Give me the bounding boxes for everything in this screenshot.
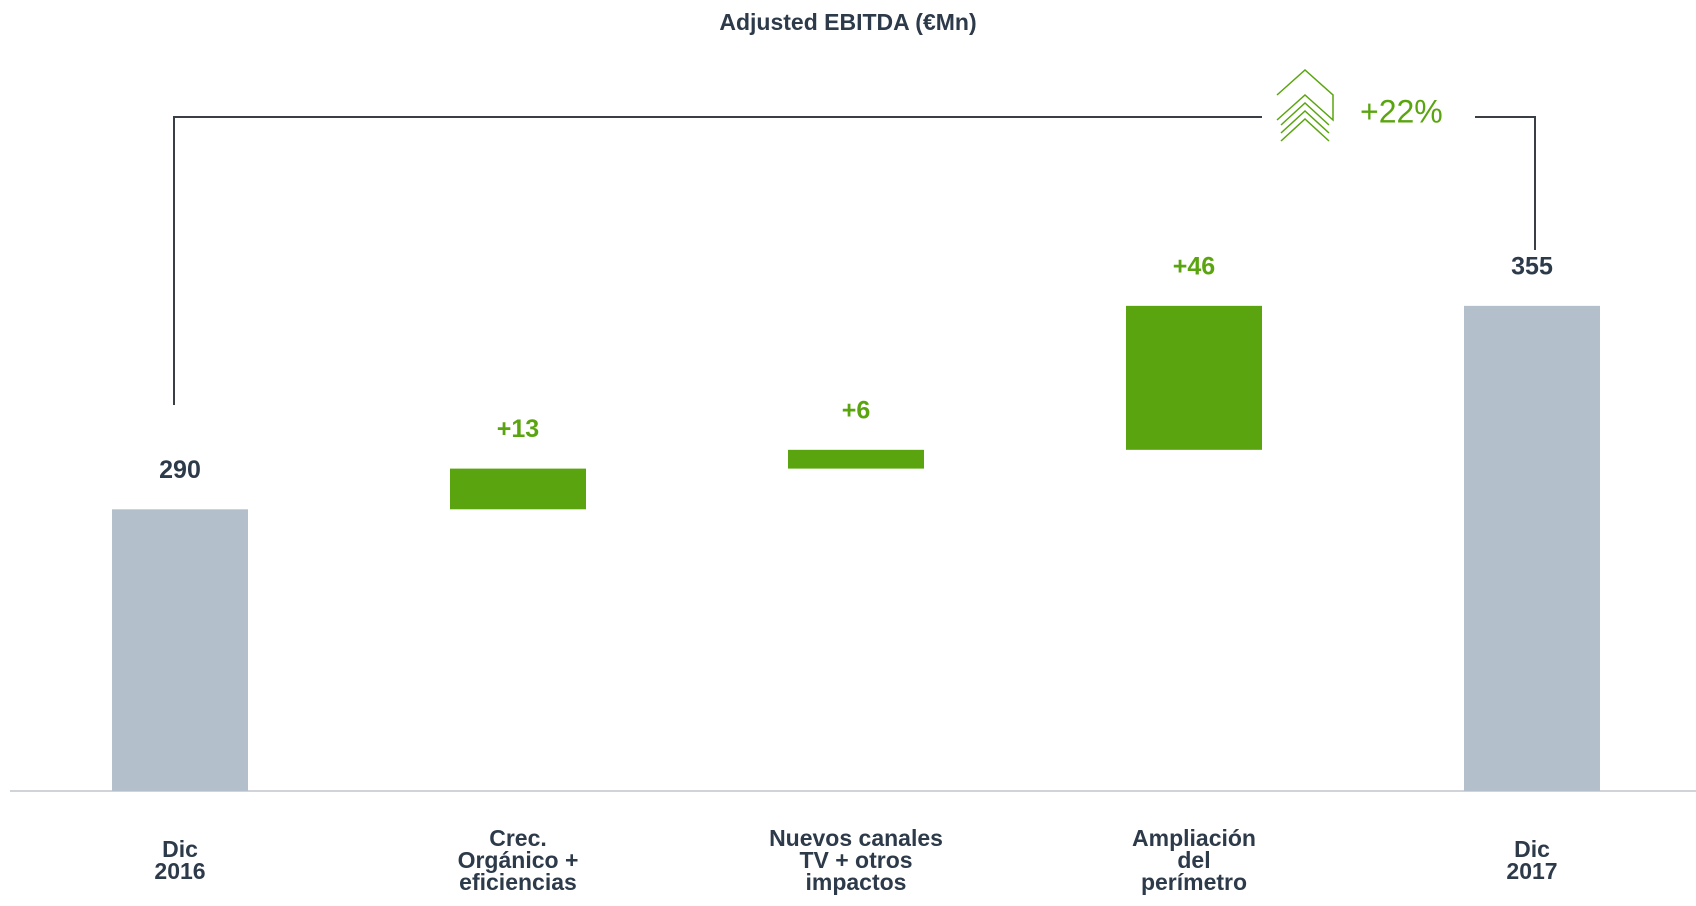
growth-annotation: +22% (1360, 93, 1443, 129)
bar (1126, 305, 1262, 450)
bar (112, 509, 248, 791)
x-tick-label: Ampliación del perímetro (1132, 825, 1256, 895)
x-tick-label: Nuevos canales TV + otros impactos (769, 825, 943, 895)
bar (788, 449, 924, 469)
x-tick-label: Dic 2017 (1506, 836, 1558, 884)
bracket-right (1475, 116, 1536, 250)
x-tick-label: Crec. Orgánico + eficiencias (457, 825, 579, 895)
value-label: +13 (497, 415, 539, 443)
value-label: +46 (1173, 252, 1215, 280)
value-label: +6 (842, 396, 871, 424)
bar (1464, 305, 1600, 791)
chart-title: Adjusted EBITDA (€Mn) (719, 9, 976, 35)
bracket-left (173, 116, 1262, 405)
value-label: 355 (1511, 252, 1553, 280)
x-tick-label: Dic 2016 (154, 836, 206, 884)
value-label: 290 (159, 456, 201, 484)
growth-icon (1276, 68, 1334, 142)
bar (450, 468, 586, 510)
